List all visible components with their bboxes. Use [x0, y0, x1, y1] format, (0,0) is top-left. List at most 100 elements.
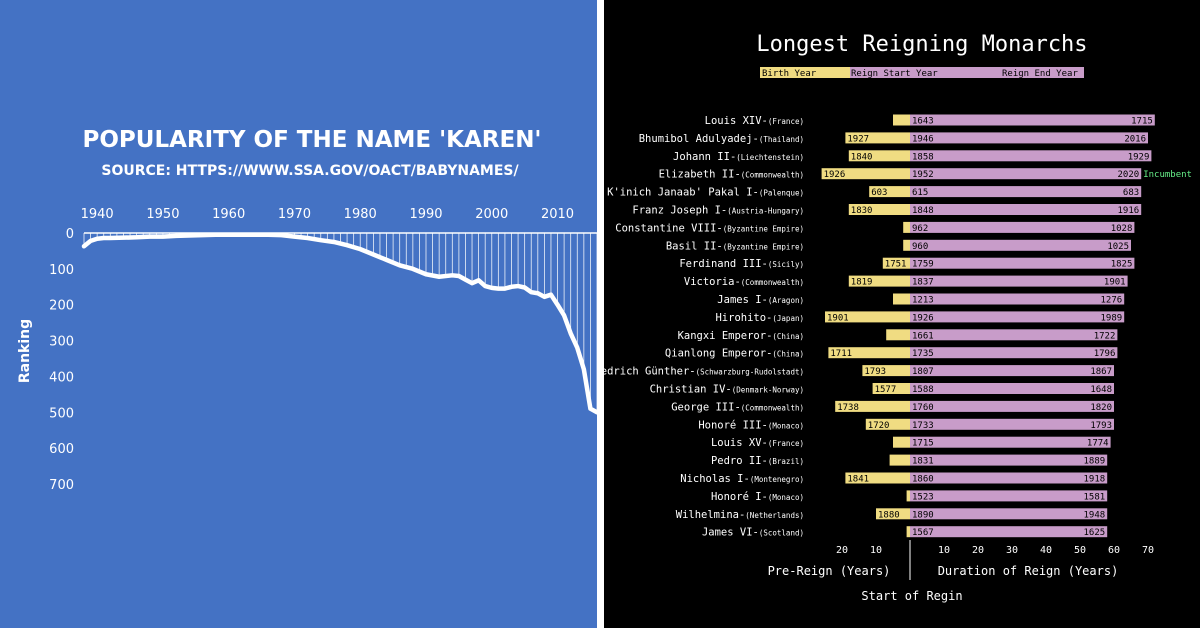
x-tick-label: 1950 [146, 207, 179, 222]
birth-year-label: 1738 [837, 403, 859, 413]
reign-bar [910, 526, 1108, 538]
duration-tick: 30 [1006, 545, 1018, 556]
reign-bar [910, 114, 1155, 126]
monarch-row: 1711 1735 1796 Qianlong Emperor-(China) [665, 347, 1118, 360]
monarch-region: (Austria-Hungary) [727, 207, 804, 216]
start-year-label: 1860 [912, 475, 934, 485]
end-year-label: 1276 [1101, 296, 1123, 306]
monarch-region: (France) [768, 439, 804, 448]
monarchs-axis: 20 10 10 20 30 40 50 60 70 [836, 540, 1154, 580]
monarch-row: 1927 1946 2016 Bhumibol Adulyadej-(Thailand… [639, 132, 1148, 145]
monarch-label: Pedro II-(Brazil) [711, 455, 804, 467]
monarch-row: 1643 1715 Louis XIV-(France) [705, 114, 1155, 127]
birth-bar [862, 365, 910, 377]
monarch-name: Franz Joseph I- [632, 205, 727, 217]
start-of-reign-label: Start of Regin [861, 589, 962, 603]
end-year-label: 1889 [1084, 457, 1106, 467]
legend-birth-swatch [760, 67, 850, 78]
reign-bar [910, 275, 1128, 287]
monarch-region: (Schwarzburg-Rudolstadt) [696, 368, 804, 377]
birth-bar [848, 275, 910, 287]
monarch-row: 1926 1952 2020 Incumbent Elizabeth II-(Commo… [659, 168, 1192, 181]
end-year-label: 1867 [1090, 367, 1112, 377]
birth-bar [825, 311, 910, 323]
birth-bar [848, 150, 910, 162]
y-tick-label: 200 [49, 299, 74, 314]
monarch-name: Constantine VIII- [615, 222, 722, 234]
y-tick-label: 700 [49, 478, 74, 493]
monarch-label: Kangxi Emperor-(China) [678, 330, 804, 342]
monarch-region: (Thailand) [759, 135, 804, 144]
end-year-label: 2016 [1124, 134, 1146, 144]
birth-year-label: 1819 [851, 278, 873, 288]
duration-tick: 10 [938, 545, 950, 556]
monarch-row: 1831 1889 Pedro II-(Brazil) [711, 454, 1108, 467]
monarch-region: (Liechtenstein) [736, 153, 804, 162]
monarch-region: (Netherlands) [745, 511, 804, 520]
end-year-label: 1648 [1090, 385, 1112, 395]
monarch-region: (Byzantine Empire) [723, 242, 804, 251]
birth-year-label: 1840 [851, 152, 873, 162]
monarch-label: Elizabeth II-(Commonwealth) [659, 169, 804, 181]
karen-series [81, 232, 600, 415]
legend-reign-start-year: Reign Start Year [851, 69, 938, 79]
reign-bar [910, 186, 1142, 198]
monarch-label: Victoria-(Commonwealth) [684, 276, 804, 288]
monarch-row: 962 1028 Constantine VIII-(Byzantine Empir… [615, 221, 1135, 234]
karen-chart-panel: POPULARITY OF THE NAME 'KAREN' SOURCE: H… [0, 0, 600, 628]
monarch-row: 1715 1774 Louis XV-(France) [711, 436, 1111, 449]
monarch-label: Bhumibol Adulyadej-(Thailand) [639, 133, 804, 145]
birth-bar [903, 239, 910, 251]
karen-x-ticks: 1940 1950 1960 1970 1980 1990 2000 2010 [81, 207, 574, 222]
monarch-row: 1661 1722 Kangxi Emperor-(China) [678, 329, 1118, 342]
monarch-name: Wilhelmina- [676, 509, 746, 521]
monarch-region: (Monaco) [768, 493, 804, 502]
monarch-region: (Sicily) [768, 260, 804, 269]
birth-year-label: 1926 [824, 170, 846, 180]
reign-bar [910, 472, 1108, 484]
monarch-row: 1523 1581 Honoré I-(Monaco) [711, 490, 1108, 503]
monarch-label: Johann II-(Liechtenstein) [673, 151, 804, 163]
monarchs-bar-chart: Longest Reigning Monarchs Birth Year Rei… [582, 32, 1192, 603]
birth-bar [886, 329, 910, 341]
monarch-label: Honoré I-(Monaco) [711, 491, 804, 503]
birth-bar [876, 508, 910, 520]
end-year-label: 1793 [1090, 421, 1112, 431]
x-tick-label: 2010 [541, 207, 574, 222]
monarch-name: Elizabeth II- [659, 169, 741, 181]
start-year-label: 1213 [912, 296, 934, 306]
birth-year-label: 1711 [830, 349, 852, 359]
x-tick-label: 1980 [344, 207, 377, 222]
start-year-label: 1760 [912, 403, 934, 413]
monarch-name: James I- [717, 294, 768, 306]
monarch-row: 960 1025 Basil II-(Byzantine Empire) [666, 239, 1131, 252]
monarch-name: Johann II- [673, 151, 736, 163]
reign-bar [910, 400, 1114, 412]
start-year-label: 1952 [912, 170, 934, 180]
monarch-region: (Montenegro) [750, 475, 804, 484]
y-axis-label: Ranking [17, 319, 33, 383]
start-year-label: 1643 [912, 117, 934, 127]
monarch-row: 1841 1860 1918 Nicholas I-(Montenegro) [680, 472, 1108, 485]
pre-reign-tick: 10 [870, 545, 882, 556]
monarch-name: George III- [671, 401, 741, 413]
birth-year-label: 603 [871, 188, 887, 198]
birth-bar [865, 418, 910, 430]
end-year-label: 1916 [1118, 206, 1140, 216]
y-tick-label: 600 [49, 442, 74, 457]
birth-bar [893, 114, 910, 126]
legend-reign-end-year: Reign End Year [1002, 69, 1078, 79]
monarch-region: (Commonwealth) [741, 278, 804, 287]
birth-bar [828, 347, 910, 359]
monarch-name: Louis XV- [711, 437, 768, 449]
birth-bar [872, 383, 910, 394]
end-year-label: 1028 [1111, 224, 1133, 234]
duration-axis-label: Duration of Reign (Years) [938, 564, 1119, 578]
end-year-label: 1722 [1094, 331, 1116, 341]
end-year-label: 1796 [1094, 349, 1116, 359]
monarch-name: Qianlong Emperor- [665, 348, 772, 360]
reign-bar [910, 311, 1125, 323]
monarch-name: Victoria- [684, 276, 741, 288]
start-year-label: 1837 [912, 278, 934, 288]
